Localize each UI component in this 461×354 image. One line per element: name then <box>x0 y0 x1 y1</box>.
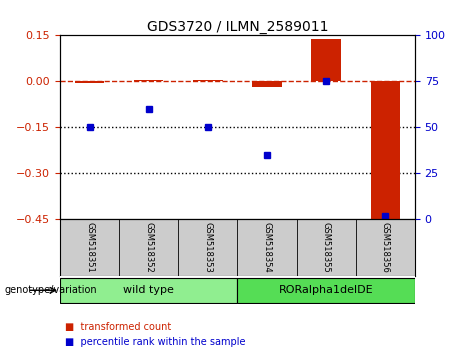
Text: ■  transformed count: ■ transformed count <box>65 322 171 332</box>
Bar <box>252 81 282 87</box>
Text: GSM518352: GSM518352 <box>144 222 153 273</box>
Text: genotype/variation: genotype/variation <box>5 285 97 295</box>
Bar <box>371 81 400 221</box>
Bar <box>60 278 237 303</box>
Text: GSM518355: GSM518355 <box>322 222 331 273</box>
Text: RORalpha1delDE: RORalpha1delDE <box>279 285 373 295</box>
Text: GSM518356: GSM518356 <box>381 222 390 273</box>
Bar <box>237 278 415 303</box>
Bar <box>75 81 104 83</box>
Text: wild type: wild type <box>123 285 174 295</box>
Text: GSM518354: GSM518354 <box>262 222 272 273</box>
Bar <box>134 80 164 81</box>
Title: GDS3720 / ILMN_2589011: GDS3720 / ILMN_2589011 <box>147 21 328 34</box>
Text: GSM518353: GSM518353 <box>203 222 213 273</box>
Bar <box>311 39 341 81</box>
Bar <box>193 80 223 81</box>
Text: ■  percentile rank within the sample: ■ percentile rank within the sample <box>65 337 245 347</box>
Text: GSM518351: GSM518351 <box>85 222 94 273</box>
